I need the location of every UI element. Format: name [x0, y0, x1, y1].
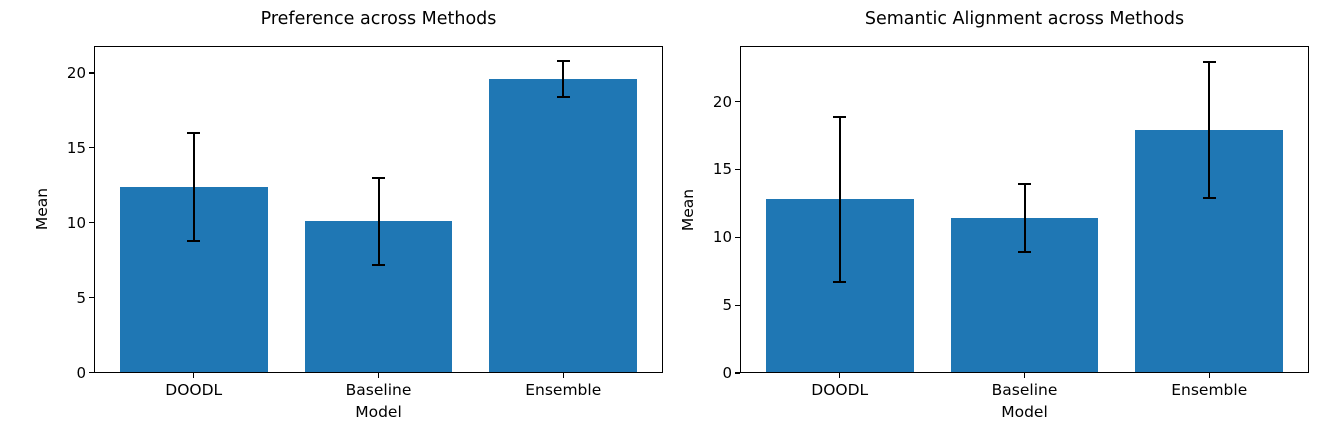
y-tick-label-15: 15	[712, 160, 732, 179]
x-tick-mark	[1023, 373, 1026, 378]
x-axis-label: Model	[355, 402, 402, 421]
x-tick-mark	[839, 373, 841, 378]
error-cap-lower-doodl	[187, 239, 201, 242]
y-tick-label-10: 10	[712, 228, 732, 247]
error-cap-upper-ensemble	[1202, 61, 1216, 64]
error-cap-upper-doodl	[187, 131, 201, 134]
x-tick-mark	[193, 372, 195, 378]
bar-ensemble	[489, 78, 638, 373]
error-bar-ensemble	[1208, 62, 1211, 198]
x-tick-label-baseline: Baseline	[991, 381, 1058, 399]
y-tick-mark	[89, 72, 94, 74]
y-tick-mark	[735, 100, 740, 103]
y-tick-mark	[89, 371, 94, 374]
error-bar-doodl	[192, 132, 195, 241]
x-tick-label-doodl: DOODL	[165, 380, 223, 399]
y-tick-label-20: 20	[712, 92, 732, 111]
error-bar-baseline	[377, 177, 380, 265]
error-cap-upper-baseline	[372, 176, 385, 179]
y-tick-mark	[735, 372, 740, 374]
y-tick-label-15: 15	[66, 138, 86, 157]
x-tick-mark	[562, 372, 564, 378]
x-tick-label-doodl: DOODL	[811, 381, 869, 399]
y-tick-label-0: 0	[722, 364, 732, 382]
chart-title: Semantic Alignment across Methods	[864, 9, 1185, 29]
error-cap-upper-baseline	[1018, 183, 1031, 186]
y-tick-mark	[89, 296, 94, 299]
x-tick-label-baseline: Baseline	[345, 380, 412, 399]
y-tick-mark	[89, 222, 94, 224]
error-cap-upper-doodl	[833, 115, 847, 118]
y-tick-label-20: 20	[66, 63, 86, 82]
x-tick-label-ensemble: Ensemble	[525, 380, 602, 399]
x-tick-mark	[1208, 373, 1210, 378]
y-tick-label-10: 10	[66, 213, 86, 232]
y-tick-mark	[735, 168, 740, 171]
error-bar-doodl	[838, 116, 841, 283]
error-bar-baseline	[1023, 184, 1026, 253]
error-bar-ensemble	[562, 60, 565, 97]
y-tick-label-0: 0	[76, 363, 86, 382]
y-tick-label-5: 5	[76, 288, 86, 307]
error-cap-lower-baseline	[1018, 251, 1031, 254]
error-cap-lower-ensemble	[556, 95, 570, 98]
x-axis-label: Model	[1001, 403, 1048, 421]
chart-title: Preference across Methods	[260, 9, 497, 29]
y-tick-mark	[735, 304, 740, 306]
x-tick-mark	[377, 372, 380, 378]
y-tick-mark	[89, 147, 94, 149]
error-cap-lower-doodl	[833, 281, 847, 284]
y-tick-label-5: 5	[722, 296, 732, 315]
y-tick-mark	[735, 236, 740, 238]
error-cap-upper-ensemble	[556, 59, 570, 62]
error-cap-lower-baseline	[372, 263, 385, 266]
error-cap-lower-ensemble	[1202, 196, 1216, 199]
x-tick-label-ensemble: Ensemble	[1171, 381, 1248, 399]
